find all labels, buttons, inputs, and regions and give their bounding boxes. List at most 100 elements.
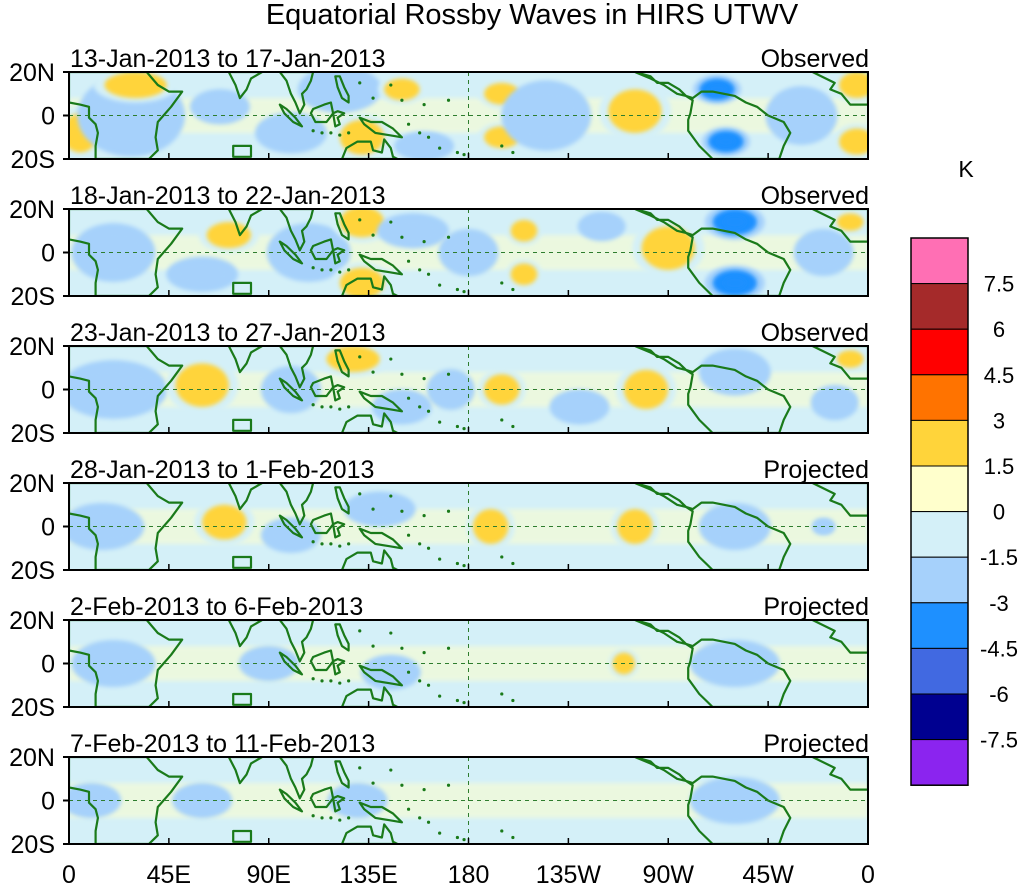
island (455, 150, 460, 155)
island (511, 150, 515, 155)
anomaly-contour (197, 93, 243, 120)
anomaly-contour (608, 89, 662, 133)
island (400, 372, 404, 376)
coastline (278, 377, 304, 402)
panel-period: 28-Jan-2013 to 1-Feb-2013 (70, 456, 374, 484)
coastline (633, 209, 792, 296)
coastline (633, 72, 792, 159)
coastline (232, 692, 253, 706)
anomaly-contour (583, 215, 620, 238)
coastline (340, 823, 399, 844)
colorbar-swatch (910, 465, 969, 513)
colorbar-label: -7.5 (980, 728, 1018, 753)
island (358, 629, 362, 633)
coastline (334, 623, 350, 652)
island (338, 407, 342, 411)
panel-status: Observed (761, 319, 869, 347)
island (371, 644, 375, 648)
island (422, 377, 426, 381)
coastline (69, 757, 184, 844)
panel-status: Observed (761, 182, 869, 210)
colorbar-label: -1.5 (980, 545, 1018, 570)
colorbar-label: -4.5 (980, 636, 1018, 661)
y-tick-label: 20N (9, 470, 55, 498)
x-tick-label: 135E (339, 861, 397, 889)
island (400, 509, 404, 513)
y-tick-label: 20S (11, 420, 55, 448)
map-panel: 20N 0 20S 2-Feb-2013 to 6-Feb-2013 Projected (9, 593, 869, 722)
coastline (278, 209, 315, 252)
coastline (811, 346, 868, 380)
island (418, 131, 422, 135)
anomaly-contour (839, 72, 868, 99)
island (329, 542, 333, 546)
island (338, 133, 342, 137)
island (406, 396, 411, 400)
coastline (309, 786, 335, 809)
island (320, 405, 324, 409)
island (511, 835, 515, 840)
island (406, 259, 411, 263)
anomaly-contour (384, 78, 420, 101)
y-tick-label: 0 (41, 788, 55, 816)
coastline (278, 103, 304, 128)
y-tick-label: 0 (41, 240, 55, 268)
coastlines (69, 620, 868, 707)
island (438, 146, 442, 150)
coastline (334, 760, 350, 789)
anomaly-contour (268, 522, 314, 549)
island (389, 631, 393, 635)
y-tick-label: 20N (9, 607, 55, 635)
coastline (340, 412, 399, 433)
island (462, 290, 466, 294)
colorbar-swatch (910, 328, 969, 376)
y-tick-label: 20S (11, 283, 55, 311)
y-tick-label: 20S (11, 831, 55, 859)
island (455, 287, 460, 292)
island (347, 405, 351, 409)
coastline (232, 555, 253, 569)
coastlines (69, 757, 868, 844)
colorbar-swatch (910, 511, 969, 558)
anomaly-contour (510, 263, 538, 286)
coastline (309, 375, 335, 398)
x-tick-label: 90W (643, 861, 695, 889)
island (511, 287, 515, 292)
x-tick-label: 90E (247, 861, 291, 889)
map-panel: 20N 0 20S 23-Jan-2013 to 27-Jan-2013 Observe… (9, 319, 869, 448)
coastline (358, 527, 403, 550)
colorbar-unit: K (958, 156, 974, 182)
island (329, 268, 333, 272)
island (500, 692, 504, 696)
island (347, 816, 351, 820)
anomaly-contour (268, 372, 314, 407)
anomaly-contour (206, 222, 251, 249)
island (358, 81, 362, 85)
island (422, 103, 426, 107)
y-tick-label: 0 (41, 103, 55, 131)
anomaly-contour (708, 354, 762, 390)
island (455, 424, 460, 429)
anomaly-contour (836, 350, 864, 368)
colorbar-label: 6 (993, 317, 1005, 342)
anomaly-contour (472, 509, 509, 544)
coastline (69, 72, 184, 159)
island (422, 788, 426, 792)
coastline (332, 520, 346, 539)
island (406, 807, 411, 811)
panel-status: Projected (763, 456, 869, 484)
island (418, 542, 422, 546)
coastline (278, 514, 304, 539)
colorbar-swatch (910, 693, 969, 741)
coastline (633, 620, 792, 707)
coastline (278, 72, 315, 115)
coastline (334, 212, 350, 241)
panel-status: Observed (761, 45, 869, 73)
island (338, 818, 342, 822)
island (371, 233, 375, 237)
island (406, 122, 411, 126)
anomaly-contour (175, 261, 229, 288)
colorbar-swatch (910, 374, 969, 421)
colorbar-swatch (910, 739, 969, 786)
island (438, 831, 442, 835)
